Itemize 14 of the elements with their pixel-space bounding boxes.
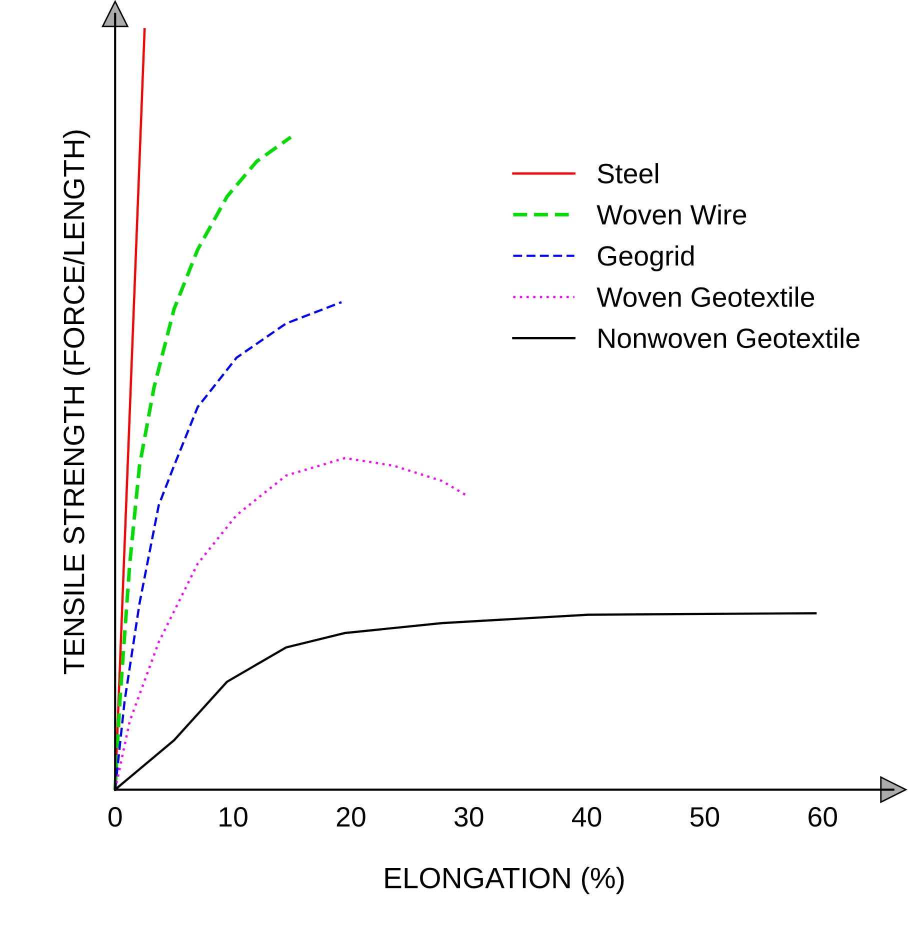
legend-label: Woven Geotextile bbox=[596, 286, 814, 307]
x-tick-label: 30 bbox=[454, 807, 484, 827]
legend-label: Steel bbox=[598, 163, 658, 184]
x-tick-label: 10 bbox=[220, 807, 248, 827]
legend-label: Woven Wire bbox=[596, 204, 746, 225]
y-axis-title: TENSILE STRENGTH (FORCE/LENGTH) bbox=[62, 130, 90, 674]
legend-label: Geogrid bbox=[598, 245, 694, 272]
x-tick-label: 0 bbox=[108, 807, 122, 827]
x-axis-title: ELONGATION (%) bbox=[385, 866, 624, 894]
x-tick-label: 60 bbox=[808, 807, 837, 827]
x-tick-label: 40 bbox=[572, 807, 602, 827]
x-tick-label: 20 bbox=[336, 807, 366, 827]
x-tick-label: 50 bbox=[690, 807, 720, 827]
legend-label: Nonwoven Geotextile bbox=[598, 328, 860, 348]
